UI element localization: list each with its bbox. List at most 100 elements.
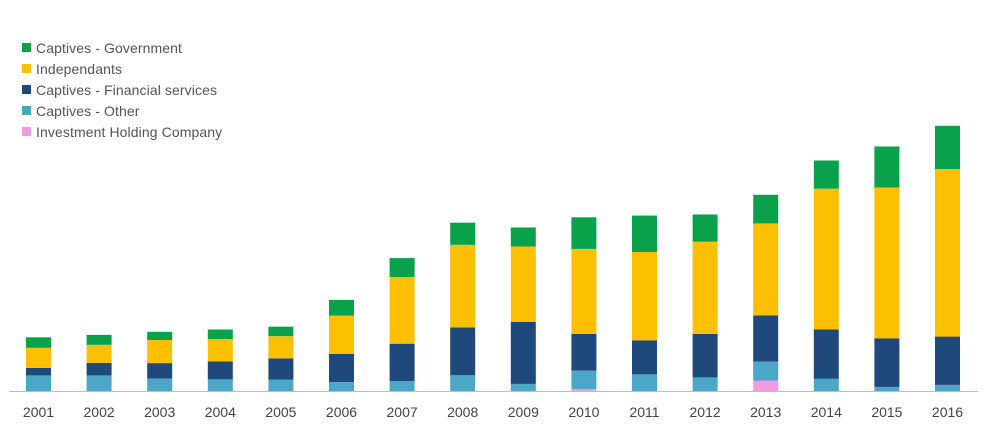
- x-tick-label: 2013: [750, 404, 781, 420]
- bar-segment-2008-captives-other: [450, 375, 476, 391]
- legend-item-captives-financial-services: Captives - Financial services: [22, 79, 222, 100]
- bar-segment-2010-captives-government: [571, 217, 597, 249]
- bar-segment-2004-captives-government: [207, 329, 233, 339]
- bar-segment-2006-captives-other: [329, 382, 354, 391]
- bar-segment-2002-captives-other: [86, 375, 112, 391]
- bar-segment-2003-captives-financial-services: [147, 363, 173, 379]
- bar-segment-2008-independants: [450, 244, 476, 328]
- legend-label: Captives - Government: [36, 39, 183, 56]
- legend-label: Captives - Other: [36, 102, 140, 119]
- bar-segment-2012-independants: [692, 241, 718, 334]
- bar-segment-2004-captives-financial-services: [207, 361, 233, 380]
- bar-segment-2011-independants: [632, 251, 657, 341]
- bar-segment-2011-captives-other: [632, 374, 657, 391]
- bar-segment-2015-captives-government: [874, 146, 900, 188]
- bar-segment-2013-investment-holding-company: [753, 380, 779, 391]
- bars-group: [26, 125, 960, 391]
- bar-segment-2002-independants: [86, 344, 112, 363]
- bar-segment-2009-captives-other: [510, 383, 536, 391]
- bar-segment-2008-captives-government: [450, 222, 476, 245]
- bar-segment-2010-captives-financial-services: [571, 333, 597, 371]
- bar-segment-2005-independants: [268, 336, 294, 359]
- bar-segment-2013-captives-other: [753, 361, 779, 381]
- x-tick-label: 2002: [84, 404, 115, 420]
- bar-segment-2016-captives-other: [935, 384, 960, 391]
- bar-segment-2009-captives-financial-services: [510, 322, 536, 384]
- bar-segment-2001-captives-other: [26, 375, 51, 391]
- bar-segment-2015-captives-other: [874, 386, 900, 391]
- bar-segment-2014-captives-government: [813, 160, 839, 189]
- bar-segment-2012-captives-other: [692, 377, 718, 391]
- x-tick-label: 2007: [387, 404, 418, 420]
- legend-label: Investment Holding Company: [36, 123, 223, 140]
- bar-segment-2014-independants: [813, 188, 839, 330]
- legend-swatch: [22, 106, 31, 115]
- bar-segment-2016-captives-government: [935, 125, 960, 169]
- bar-segment-2010-investment-holding-company: [571, 389, 597, 391]
- bar-segment-2012-captives-financial-services: [692, 333, 718, 378]
- bar-segment-2007-independants: [389, 277, 415, 344]
- x-tick-label: 2015: [871, 404, 902, 420]
- bar-segment-2001-captives-government: [26, 337, 51, 348]
- x-tick-label: 2004: [205, 404, 236, 420]
- x-tick-label: 2005: [265, 404, 296, 420]
- bar-segment-2003-independants: [147, 340, 173, 364]
- bar-segment-2006-captives-financial-services: [329, 353, 354, 383]
- legend-item-captives-other: Captives - Other: [22, 100, 222, 121]
- x-tick-labels: 2001 2002 2003 2004 2005 2006 2007 2008 2009 2010…: [23, 404, 963, 420]
- bar-segment-2002-captives-government: [86, 334, 112, 345]
- x-tick-label: 2014: [811, 404, 842, 420]
- bar-segment-2001-captives-financial-services: [26, 367, 51, 376]
- bar-segment-2015-captives-financial-services: [874, 338, 900, 387]
- legend-swatch: [22, 127, 31, 136]
- bar-segment-2016-independants: [935, 169, 960, 337]
- bar-segment-2005-captives-government: [268, 326, 294, 337]
- legend-swatch: [22, 64, 31, 73]
- bar-segment-2016-captives-financial-services: [935, 336, 960, 385]
- bar-segment-2014-captives-other: [813, 378, 839, 391]
- legend-swatch: [22, 43, 31, 52]
- legend-item-independants: Independants: [22, 58, 222, 79]
- bar-segment-2008-captives-financial-services: [450, 327, 476, 376]
- bar-segment-2013-independants: [753, 223, 779, 316]
- bar-segment-2005-captives-financial-services: [268, 358, 294, 380]
- bar-segment-2001-independants: [26, 347, 51, 368]
- bar-segment-2002-captives-financial-services: [86, 362, 112, 376]
- x-tick-label: 2010: [568, 404, 599, 420]
- x-tick-label: 2001: [23, 404, 54, 420]
- legend-item-captives-government: Captives - Government: [22, 37, 222, 58]
- bar-segment-2007-captives-other: [389, 381, 415, 391]
- bar-segment-2005-captives-other: [268, 379, 294, 391]
- x-tick-label: 2008: [447, 404, 478, 420]
- bar-segment-2009-captives-government: [510, 227, 536, 247]
- bar-segment-2003-captives-other: [147, 378, 173, 391]
- x-tick-label: 2012: [690, 404, 721, 420]
- bar-segment-2011-captives-financial-services: [632, 340, 657, 375]
- bar-segment-2014-captives-financial-services: [813, 329, 839, 379]
- bar-segment-2006-independants: [329, 315, 354, 354]
- bar-segment-2003-captives-government: [147, 331, 173, 340]
- bar-segment-2015-independants: [874, 187, 900, 339]
- legend-swatch: [22, 85, 31, 94]
- x-tick-label: 2016: [932, 404, 963, 420]
- bar-segment-2009-independants: [510, 246, 536, 322]
- bar-segment-2010-independants: [571, 248, 597, 334]
- bar-segment-2007-captives-financial-services: [389, 343, 415, 382]
- bar-segment-2007-captives-government: [389, 258, 415, 278]
- bar-segment-2012-captives-government: [692, 214, 718, 242]
- x-tick-label: 2011: [629, 404, 659, 420]
- x-tick-label: 2006: [326, 404, 357, 420]
- legend-item-investment-holding-company: Investment Holding Company: [22, 121, 222, 142]
- bar-segment-2011-captives-government: [632, 215, 657, 252]
- x-tick-label: 2009: [508, 404, 539, 420]
- legend: Captives - Government Independants Capti…: [22, 37, 222, 142]
- legend-label: Captives - Financial services: [36, 81, 218, 98]
- bar-segment-2006-captives-government: [329, 299, 354, 316]
- bar-segment-2013-captives-financial-services: [753, 315, 779, 362]
- bar-segment-2013-captives-government: [753, 194, 779, 224]
- bar-segment-2010-captives-other: [571, 370, 597, 389]
- bar-segment-2004-independants: [207, 339, 233, 362]
- x-tick-label: 2003: [144, 404, 175, 420]
- legend-label: Independants: [36, 60, 123, 77]
